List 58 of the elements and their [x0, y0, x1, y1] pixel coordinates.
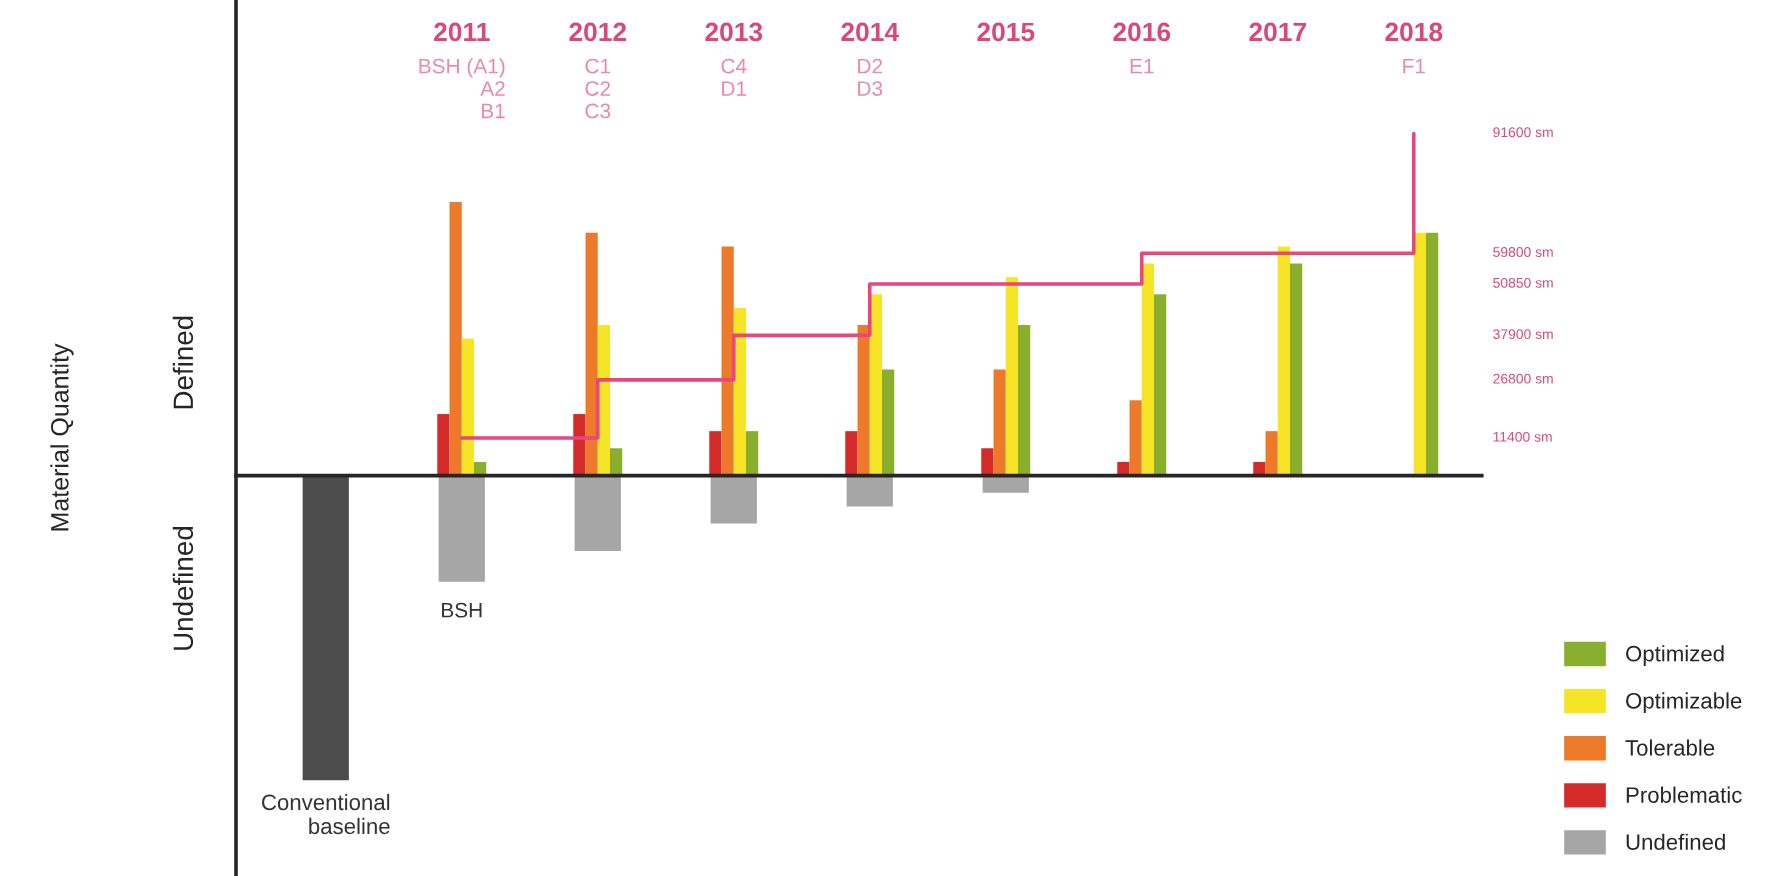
x-tick-label: 2013	[705, 22, 763, 42]
bar	[1117, 461, 1130, 476]
bar	[709, 431, 722, 476]
bar	[1265, 431, 1278, 476]
bar	[1018, 325, 1031, 476]
bar	[585, 232, 598, 476]
bar	[610, 448, 623, 476]
bar	[746, 431, 759, 476]
bar	[981, 448, 994, 476]
bar	[461, 338, 474, 476]
bar	[438, 475, 485, 582]
legend-label: Tolerable	[1625, 739, 1715, 756]
x-tick-label: Conventional baseline	[262, 793, 390, 835]
bar	[857, 325, 870, 476]
x-tick-label: 2011	[434, 22, 490, 42]
text: Material Quantity	[50, 343, 74, 531]
bar	[573, 414, 586, 476]
legend-label: Optimizable	[1626, 692, 1742, 714]
bar	[1426, 232, 1439, 476]
legend-label: Problematic	[1626, 786, 1742, 803]
bar	[733, 307, 746, 476]
legend-label: Optimized	[1626, 645, 1724, 666]
bar	[982, 475, 1029, 493]
x-tick-label: 2016	[1113, 22, 1171, 42]
text: Defined	[172, 316, 194, 409]
text: F1	[1403, 58, 1425, 74]
bar	[1141, 263, 1154, 476]
bar	[1277, 246, 1290, 476]
text: C1 C2 C3	[585, 58, 611, 119]
x-tick-label: 2015	[977, 22, 1035, 42]
bar	[1290, 263, 1303, 476]
x-tick-label: 2012	[569, 22, 627, 42]
bar	[710, 475, 757, 524]
x-tick-label: 2017	[1249, 22, 1306, 42]
text: E1	[1130, 58, 1154, 74]
bar	[1129, 400, 1142, 476]
bar	[1154, 294, 1167, 476]
bar	[1005, 277, 1018, 476]
x-tick-label: 2014	[841, 22, 899, 42]
bar	[1253, 461, 1266, 476]
bar	[1413, 232, 1426, 476]
bar	[869, 294, 882, 476]
bar	[437, 414, 450, 476]
bar	[846, 475, 893, 507]
bar	[302, 475, 349, 781]
text: Undefined	[172, 527, 194, 650]
legend-label: Undefined	[1626, 833, 1725, 850]
bar	[845, 431, 858, 476]
annotation: BSH	[442, 602, 482, 618]
x-tick-label: 2018	[1385, 22, 1443, 42]
bar	[882, 369, 895, 476]
text: C4 D1	[721, 58, 747, 96]
bar	[721, 246, 734, 476]
text: D2 D3	[858, 58, 883, 96]
bar	[574, 475, 621, 551]
text: BSH (A1) A2 B1	[419, 58, 505, 119]
bar	[449, 201, 462, 476]
bar	[993, 369, 1006, 476]
